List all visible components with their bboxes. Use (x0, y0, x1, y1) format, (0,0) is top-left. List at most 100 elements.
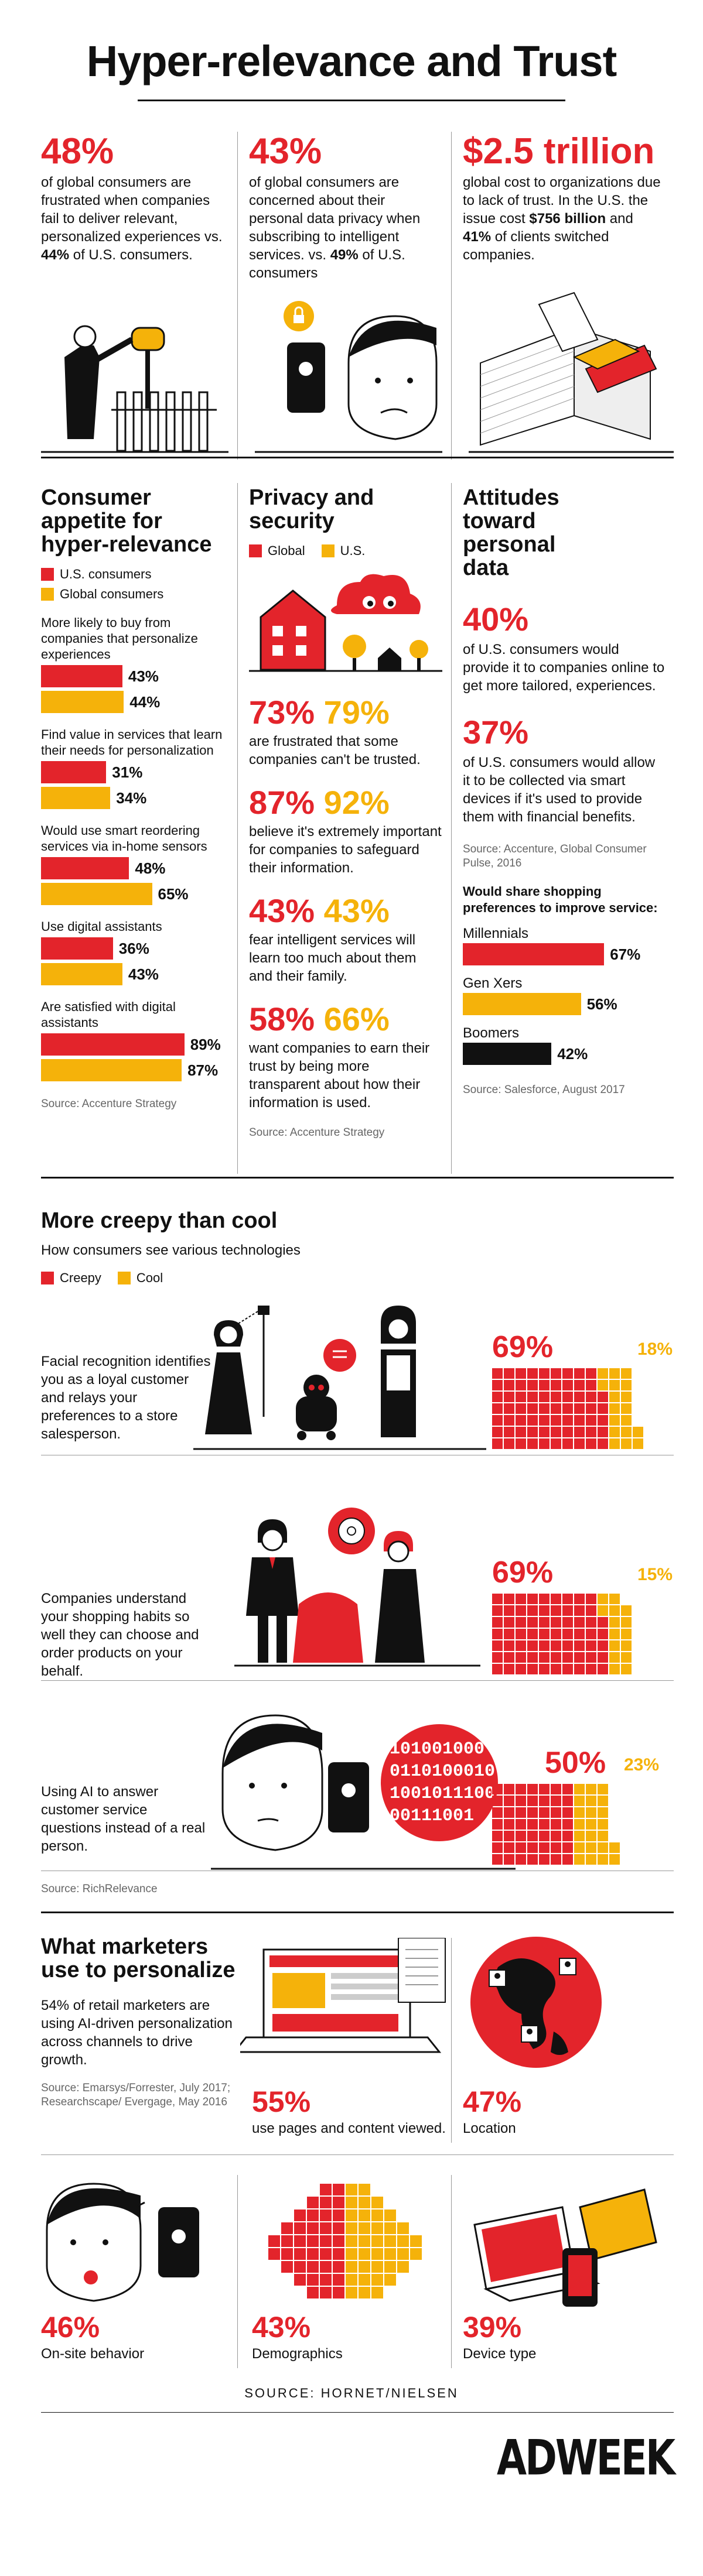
cool-cell (574, 1807, 585, 1818)
appetite-heading: Consumer appetite for hyper-relevance (41, 485, 212, 557)
creepy-cell (598, 1629, 608, 1639)
creepy-cell (551, 1652, 561, 1663)
cool-value: 15% (637, 1565, 673, 1584)
creepy-cell (574, 1392, 585, 1402)
creepy-cell (551, 1415, 561, 1426)
bar-global (41, 1059, 182, 1081)
cool-cell (621, 1403, 632, 1414)
cool-cell (633, 1427, 643, 1437)
pyramid-cell (307, 2222, 319, 2234)
creepy-cell (562, 1438, 573, 1449)
cool-cell (598, 1796, 608, 1806)
pyramid-cell (307, 2235, 319, 2247)
creepy-cell (586, 1392, 596, 1402)
pyramid-cell (307, 2274, 319, 2286)
share-item: Millennials 67% (463, 924, 665, 966)
stat-cost: $2.5 trillion global cost to organizatio… (463, 133, 665, 264)
creepy-cell (492, 1403, 503, 1414)
cool-cell (621, 1652, 632, 1663)
creepy-cell (586, 1629, 596, 1639)
pyramid-cell (333, 2235, 344, 2247)
stat-value: $2.5 trillion (463, 131, 655, 172)
creepy-cell (516, 1664, 526, 1674)
pyramid-cell (359, 2287, 370, 2298)
cool-cell (621, 1427, 632, 1437)
legend-global: Global (249, 543, 305, 559)
pyramid-cell (346, 2210, 357, 2221)
creepy-cell (516, 1368, 526, 1379)
creepy-value: 50% (545, 1746, 606, 1780)
creepy-cell (562, 1629, 573, 1639)
cool-cell (621, 1605, 632, 1616)
creepy-cell (527, 1652, 538, 1663)
bar-us (41, 1033, 185, 1056)
appetite-item-label: Use digital assistants (41, 919, 162, 934)
cool-cell (586, 1796, 596, 1806)
section-divider (41, 1177, 674, 1179)
shopping-habits-illustration (234, 1508, 480, 1667)
share-bar (463, 993, 581, 1015)
creepy-cell (527, 1854, 538, 1865)
creepy-cell (539, 1640, 550, 1651)
pyramid-cell (371, 2287, 383, 2298)
creepy-cell (516, 1842, 526, 1853)
pyramid-cell (333, 2261, 344, 2273)
creepy-cell (492, 1842, 503, 1853)
marketers-intro: 54% of retail marketers are using AI-dri… (41, 1998, 233, 2068)
pyramid-cell (320, 2287, 332, 2298)
cool-cell (598, 1854, 608, 1865)
pyramid-cell (359, 2261, 370, 2273)
cool-value: 18% (637, 1340, 673, 1359)
creepy-cell (527, 1807, 538, 1818)
bar-global (41, 787, 111, 809)
appetite-source: Source: Accenture Strategy (41, 1098, 177, 1110)
creepy-cell (539, 1796, 550, 1806)
creepy-cell (492, 1640, 503, 1651)
cool-cell (574, 1784, 585, 1794)
stat-label: On-site behavior (41, 2346, 145, 2362)
global-value: 73% (249, 694, 315, 731)
creepy-cell (586, 1640, 596, 1651)
cool-cell (586, 1807, 596, 1818)
creepy-cell (574, 1664, 585, 1674)
cool-cell (598, 1594, 608, 1604)
bar-us (41, 761, 107, 783)
creepy-cell (527, 1605, 538, 1616)
creepy-cell (527, 1380, 538, 1390)
creepy-cell (504, 1605, 514, 1616)
attitudes-heading: Attitudes toward personal data (463, 485, 559, 580)
pyramid-cell (307, 2248, 319, 2260)
creepy-cell (516, 1807, 526, 1818)
creepy-cell (504, 1415, 514, 1426)
creepy-cell (516, 1831, 526, 1841)
creepy-cell (586, 1605, 596, 1616)
creepy-cell (539, 1392, 550, 1402)
binary-line: 0110100010 (390, 1762, 495, 1782)
creepy-cell (516, 1438, 526, 1449)
legend-swatch (117, 1272, 131, 1284)
creepy-cell (492, 1796, 503, 1806)
creepy-cell (551, 1640, 561, 1651)
column-divider (451, 483, 452, 1174)
creepy-cell (516, 1640, 526, 1651)
pyramid-cell (281, 2222, 293, 2234)
bar-value: 43% (128, 667, 159, 685)
us-value: 66% (323, 1001, 390, 1037)
creepy-cell (574, 1640, 585, 1651)
creepy-cell (492, 1831, 503, 1841)
cool-cell (609, 1594, 620, 1604)
creepy-cell (516, 1415, 526, 1426)
creepy-cell (492, 1664, 503, 1674)
pyramid-cell (281, 2235, 293, 2247)
creepy-cell (562, 1415, 573, 1426)
creepy-cell (504, 1664, 514, 1674)
creepy-cell (527, 1403, 538, 1414)
column-divider (237, 132, 238, 460)
cool-cell (621, 1368, 632, 1379)
privacy-item-text: fear intelligent services will learn too… (249, 932, 417, 984)
pyramid-cell (410, 2248, 422, 2260)
pyramid-cell (371, 2235, 383, 2247)
creepy-cell (574, 1415, 585, 1426)
binary-line: 00111001 (390, 1806, 474, 1826)
creepy-cell (504, 1842, 514, 1853)
